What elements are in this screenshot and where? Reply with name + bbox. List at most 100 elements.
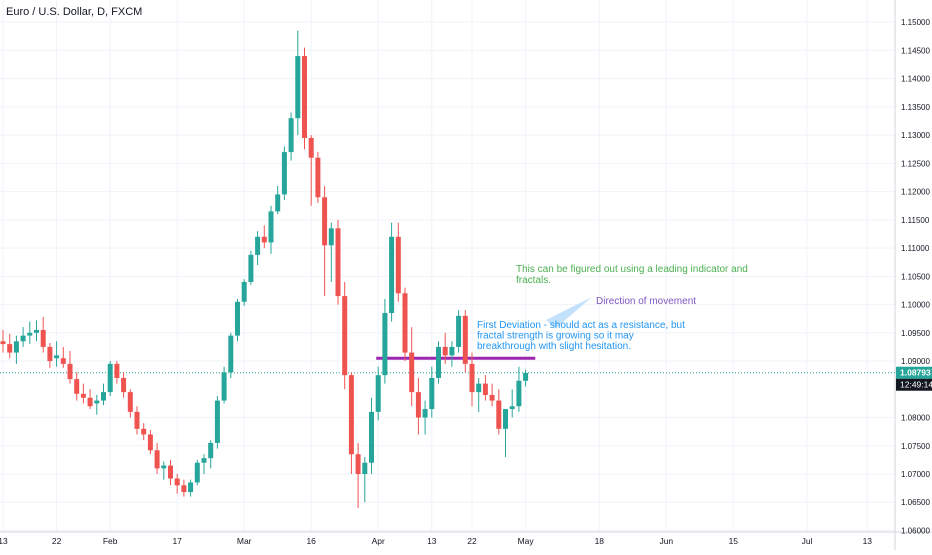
time-tick-label: Apr [372,536,385,546]
candle [194,459,200,486]
candle-body [228,335,234,373]
candles [0,30,529,508]
candle-body [322,197,328,246]
candle [496,389,502,435]
candle-body [94,400,100,404]
candle [114,361,120,384]
candle-body [47,346,53,362]
candle [462,310,468,373]
candle [442,332,448,364]
candle [288,112,294,161]
candle-body [87,397,93,407]
price-tick-label: 1.11000 [901,244,930,253]
price-tick-label: 1.13000 [901,131,930,140]
candle [355,442,361,508]
candle-body [101,392,106,401]
candle [107,361,113,397]
candle [342,281,348,390]
candle-body [248,254,254,282]
candle-body [121,377,127,393]
candle-body [442,346,448,356]
candle-body [389,236,395,314]
time-tick-label: 22 [467,536,477,546]
candle-body [523,372,529,381]
candle-body [362,462,368,475]
candle-body [288,118,294,153]
candle-body [107,363,113,393]
candle-body [20,335,26,342]
candle-body [221,372,227,401]
time-tick-label: 18 [595,536,605,546]
candle-body [74,379,80,394]
candle-body [154,450,160,469]
candle-body [489,394,495,401]
price-axis[interactable]: 1.15000 1.14500 1.14000 1.13500 1.13000 1.125… [896,18,932,535]
candle-body [328,228,334,246]
candle-body [449,346,455,356]
candle-body [34,329,39,333]
candle-body [161,465,167,469]
candle [127,389,133,418]
time-tick-label: 13 [0,536,8,546]
candle [54,341,60,367]
candle-body [241,281,247,302]
candle-body [382,313,388,376]
candle-body [208,442,214,459]
candle-body [409,352,415,393]
candle-body [7,344,13,353]
candle-body [315,157,321,198]
candle [94,394,100,415]
candle [80,383,86,404]
candle-body [509,406,515,410]
candle-body [395,236,401,294]
candle-body [302,56,307,138]
candle [436,341,441,384]
candle-body [308,137,314,158]
candle-body [429,377,435,410]
candle-body [415,392,421,418]
purple-note: Direction of movement [596,296,696,307]
candle [281,146,287,201]
candle [168,459,173,486]
candle-body [275,194,281,212]
time-tick-label: Mar [237,536,252,546]
candle [482,375,488,401]
candle [27,321,33,345]
candle [67,350,73,384]
candle [268,205,274,254]
time-axis[interactable]: 13 22 Feb 17 Mar 16 Apr 13 22 May 18 Jun 15 Jul 13 [0,536,872,546]
candle [161,461,167,480]
candle-body [214,400,220,443]
candle-body [261,236,267,243]
time-tick-label: Jul [802,536,813,546]
candle [395,222,401,302]
candle [214,396,220,449]
candle-body [60,358,66,364]
candle [235,298,240,342]
candle [503,409,508,458]
candle-body [476,383,482,393]
price-tick-label: 1.07500 [901,442,930,451]
candle [429,366,435,418]
candle-body [54,355,60,359]
candle [201,454,207,475]
candle-body [127,392,133,412]
green-note-line: This can be figured out using a leading … [516,264,748,275]
candle [275,185,281,215]
price-tick-label: 1.07000 [901,470,930,479]
candle-body [469,363,475,393]
candle [7,333,13,359]
candle [228,332,234,378]
candle-body [181,485,187,493]
symbol-title: Euro / U.S. Dollar, D, FXCM [6,6,143,18]
candle-body [168,465,173,479]
candle-body [375,375,381,412]
candle [415,377,421,435]
candle-body [147,434,153,451]
candle [20,327,26,347]
candle-body [355,454,361,475]
candle [255,231,261,266]
price-tick-label: 1.06000 [901,526,930,535]
